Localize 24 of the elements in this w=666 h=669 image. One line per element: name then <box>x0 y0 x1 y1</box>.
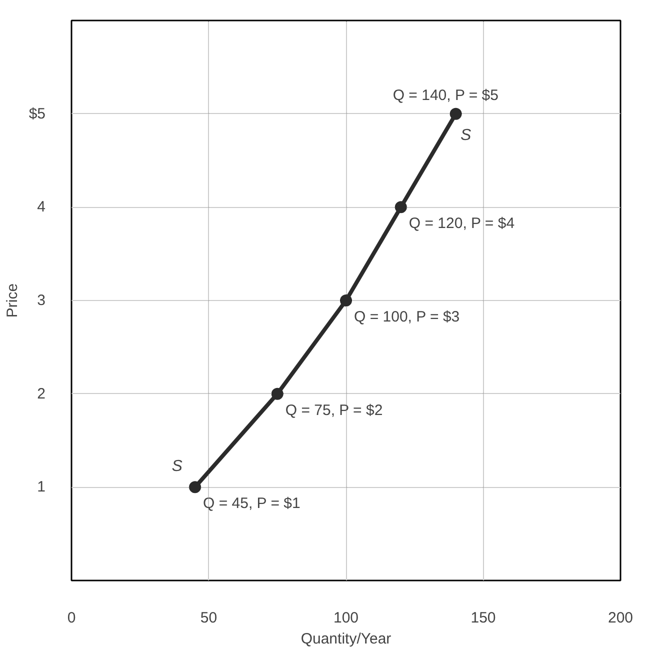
x-tick-label: 150 <box>470 610 496 626</box>
x-tick-label: 200 <box>608 610 634 626</box>
data-label: Q = 45, P = $1 <box>203 495 300 512</box>
x-tick-label: 50 <box>200 610 218 626</box>
x-tick-label: 100 <box>333 610 359 626</box>
annotation: S <box>172 458 183 476</box>
x-axis-title: Quantity/Year <box>300 630 392 648</box>
y-tick-label: 1 <box>37 478 46 496</box>
y-tick-label: 3 <box>37 292 46 309</box>
annotation: S <box>460 126 472 144</box>
point <box>340 294 352 306</box>
data-label: Q = 120, P = $4 <box>408 215 515 232</box>
point <box>394 201 407 214</box>
data-label: Q = 140, P = $5 <box>392 86 498 104</box>
y-tick-label: 4 <box>37 198 46 216</box>
x-tick-label: 0 <box>67 610 76 626</box>
point <box>189 481 202 494</box>
data-label: Q = 75, P = $2 <box>285 402 383 419</box>
data-label: Q = 100, P = $3 <box>354 308 460 326</box>
y-axis-title: Price <box>4 283 21 318</box>
point <box>450 108 462 120</box>
point <box>271 388 284 400</box>
y-tick-label: 2 <box>37 385 46 402</box>
y-tick-label: $5 <box>28 105 46 122</box>
